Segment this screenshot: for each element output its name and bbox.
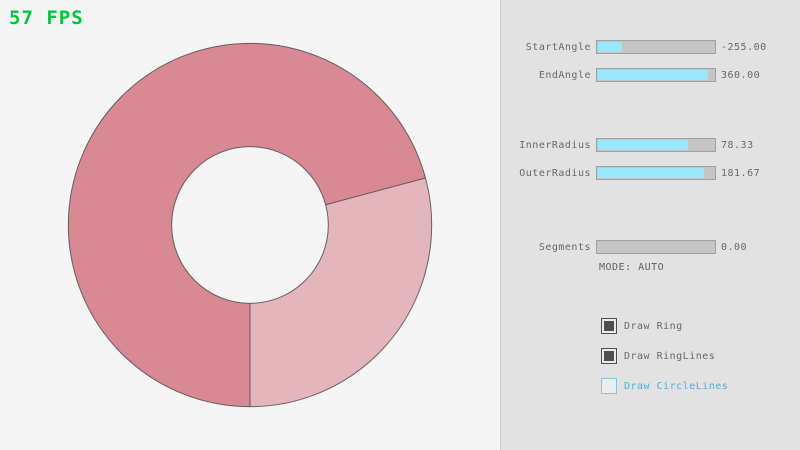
checkbox-draw-circlelines-label: Draw CircleLines bbox=[624, 380, 729, 392]
slider-end-angle-track[interactable] bbox=[596, 68, 716, 82]
checkbox-draw-ring-label: Draw Ring bbox=[624, 320, 683, 332]
checkbox-draw-ring[interactable]: Draw Ring bbox=[601, 318, 683, 334]
slider-segments[interactable]: Segments 0.00 bbox=[501, 240, 800, 254]
segments-mode-label: MODE: AUTO bbox=[599, 262, 665, 273]
slider-outer-radius-value: 181.67 bbox=[721, 168, 761, 179]
ring-sector-light bbox=[250, 177, 432, 407]
checkbox-draw-circlelines-box[interactable] bbox=[601, 378, 617, 394]
slider-inner-radius-track[interactable] bbox=[596, 138, 716, 152]
check-icon bbox=[604, 351, 614, 361]
slider-end-angle[interactable]: EndAngle 360.00 bbox=[501, 68, 800, 82]
checkbox-draw-ringlines[interactable]: Draw RingLines bbox=[601, 348, 715, 364]
control-panel: StartAngle -255.00 EndAngle 360.00 Inner… bbox=[500, 0, 800, 450]
slider-end-angle-label: EndAngle bbox=[538, 70, 591, 81]
slider-start-angle[interactable]: StartAngle -255.00 bbox=[501, 40, 800, 54]
ring-inner-outline bbox=[171, 146, 329, 304]
slider-outer-radius-fill bbox=[598, 168, 704, 178]
checkbox-draw-circlelines[interactable]: Draw CircleLines bbox=[601, 378, 728, 394]
slider-inner-radius-value: 78.33 bbox=[721, 140, 754, 151]
fps-counter: 57 FPS bbox=[9, 7, 84, 29]
ring-boundary-line-start bbox=[325, 177, 426, 206]
ring-sector-dark bbox=[68, 43, 426, 407]
checkbox-draw-ring-box[interactable] bbox=[601, 318, 617, 334]
slider-inner-radius-fill bbox=[598, 140, 689, 150]
slider-start-angle-fill bbox=[598, 42, 623, 52]
slider-segments-value: 0.00 bbox=[721, 242, 748, 253]
checkbox-draw-ringlines-box[interactable] bbox=[601, 348, 617, 364]
slider-end-angle-value: 360.00 bbox=[721, 70, 761, 81]
slider-outer-radius[interactable]: OuterRadius 181.67 bbox=[501, 166, 800, 180]
slider-start-angle-track[interactable] bbox=[596, 40, 716, 54]
slider-start-angle-value: -255.00 bbox=[721, 42, 767, 53]
checkbox-draw-ringlines-label: Draw RingLines bbox=[624, 350, 716, 362]
slider-inner-radius[interactable]: InnerRadius 78.33 bbox=[501, 138, 800, 152]
slider-outer-radius-track[interactable] bbox=[596, 166, 716, 180]
slider-segments-track[interactable] bbox=[596, 240, 716, 254]
slider-outer-radius-label: OuterRadius bbox=[519, 168, 591, 179]
slider-start-angle-label: StartAngle bbox=[525, 42, 591, 53]
slider-segments-label: Segments bbox=[538, 242, 591, 253]
slider-end-angle-fill bbox=[598, 70, 709, 80]
slider-inner-radius-label: InnerRadius bbox=[519, 140, 591, 151]
check-icon bbox=[604, 321, 614, 331]
